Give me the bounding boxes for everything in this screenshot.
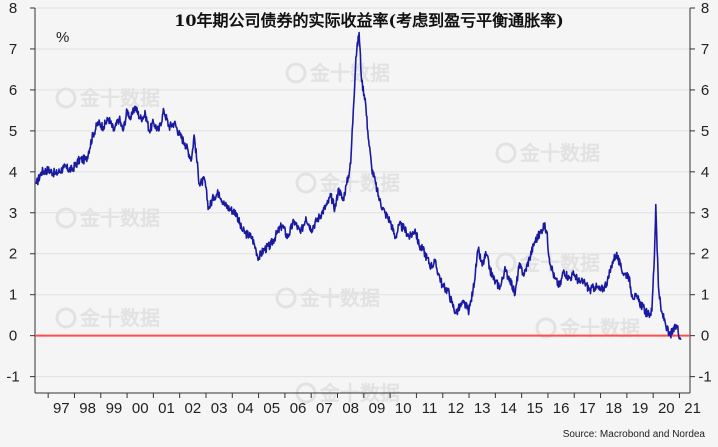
x-tick-label: 00: [132, 400, 149, 417]
x-tick-label: 17: [579, 400, 596, 417]
x-tick-label: 20: [658, 400, 675, 417]
x-tick-label: 11: [422, 400, 438, 417]
y-tick-label-right: 2: [701, 246, 709, 263]
y-tick-label-left: 4: [9, 164, 17, 181]
y-tick-label-right: 3: [701, 205, 709, 222]
series-line-real-yield: [35, 31, 682, 341]
x-tick-label: 21: [684, 400, 701, 417]
series-group: [35, 31, 682, 341]
x-tick-label: 05: [263, 400, 280, 417]
y-tick-label-left: -1: [6, 369, 19, 386]
y-tick-label-left: 6: [9, 82, 17, 99]
y-tick-label-right: -1: [698, 369, 711, 386]
x-tick-label: 09: [369, 400, 386, 417]
watermark-logo-icon: [495, 142, 517, 164]
y-tick-label-left: 5: [9, 123, 17, 140]
y-tick-label-left: 3: [9, 205, 17, 222]
x-tick-label: 98: [79, 400, 96, 417]
watermark-text: 金十数据: [79, 86, 160, 110]
watermark-logo-icon: [535, 317, 557, 339]
y-tick-label-left: 8: [9, 0, 17, 17]
watermark-text: 金十数据: [519, 141, 600, 165]
y-tick-label-right: 8: [701, 0, 709, 17]
y-tick-label-left: 1: [9, 287, 17, 304]
x-tick-label: 02: [184, 400, 201, 417]
y-tick-label-right: 6: [701, 82, 709, 99]
x-tick-label: 10: [395, 400, 412, 417]
x-tick-label: 18: [605, 400, 622, 417]
y-tick-label-right: 4: [701, 164, 709, 181]
x-tick-label: 01: [158, 400, 175, 417]
x-tick-label: 06: [290, 400, 307, 417]
x-tick-label: 07: [316, 400, 333, 417]
source-note: Source: Macrobond and Nordea: [563, 429, 706, 440]
x-tick-label: 03: [211, 400, 228, 417]
y-tick-label-left: 2: [9, 246, 17, 263]
x-tick-label: 13: [474, 400, 491, 417]
grid: [35, 7, 690, 378]
watermark-logo-icon: [495, 252, 517, 274]
y-tick-label-right: 5: [701, 123, 709, 140]
watermark-text: 金十数据: [309, 61, 390, 85]
watermark-text: 金十数据: [79, 306, 160, 330]
chart-title: 10年期公司债券的实际收益率(考虑到盈亏平衡通胀率): [174, 11, 563, 30]
x-tick-label: 14: [500, 400, 517, 417]
watermark-text: 金十数据: [519, 251, 600, 275]
watermark-logo-icon: [55, 307, 77, 329]
watermark-logo-icon: [285, 62, 307, 84]
x-tick-label: 99: [106, 400, 123, 417]
y-tick-label-right: 0: [701, 328, 709, 345]
y-tick-label-left: 0: [9, 328, 17, 345]
x-tick-label: 12: [448, 400, 465, 417]
y-tick-label-right: 7: [701, 41, 709, 58]
x-tick-label: 19: [632, 400, 649, 417]
watermark-text: 金十数据: [319, 171, 400, 195]
watermark-logo-icon: [55, 207, 77, 229]
x-tick-label: 97: [53, 400, 70, 417]
y-unit-label: %: [56, 29, 69, 46]
watermark-logo-icon: [275, 287, 297, 309]
tick-labels: -1 -10 01 12 23 34 45 56 67 78 897 98 99 00 01 02 03 04 05…: [6, 0, 711, 417]
y-tick-label-right: 1: [701, 287, 709, 304]
axes: [30, 7, 695, 398]
watermark-text: 金十数据: [299, 286, 380, 310]
y-tick-label-left: 7: [9, 41, 17, 58]
watermark-logo-icon: [55, 87, 77, 109]
x-tick-label: 04: [237, 400, 254, 417]
x-tick-label: 08: [342, 400, 359, 417]
watermark-logo-icon: [295, 172, 317, 194]
x-tick-label: 16: [553, 400, 570, 417]
watermark-text: 金十数据: [79, 206, 160, 230]
x-tick-label: 15: [526, 400, 543, 417]
